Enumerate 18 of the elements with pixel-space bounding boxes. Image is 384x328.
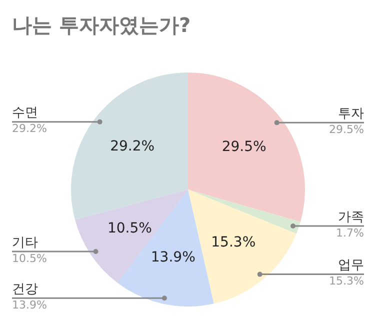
data-label: 13.9% <box>150 250 196 266</box>
slice-label: 투자 <box>338 106 364 122</box>
slice-label: 기타 <box>12 235 38 250</box>
text: 15.3% <box>329 274 364 288</box>
text: 10.5% <box>12 252 47 265</box>
data-label: 10.5% <box>107 220 152 236</box>
slice-label: 수면 <box>12 106 38 121</box>
text: 29.2% <box>12 122 47 136</box>
data-label: 29.5% <box>222 138 266 155</box>
slice-label: 업무 <box>338 258 364 274</box>
text: 29.5% <box>329 123 364 136</box>
data-label: 15.3% <box>211 234 256 251</box>
slice-label: 건강 <box>12 282 38 298</box>
data-label: 1.7% <box>336 226 364 240</box>
chart-title: 나는 투자자였는가? <box>12 12 191 39</box>
data-label: 29.2% <box>110 138 155 154</box>
text: 13.9% <box>12 298 47 312</box>
slice-label: 가족 <box>338 210 364 225</box>
